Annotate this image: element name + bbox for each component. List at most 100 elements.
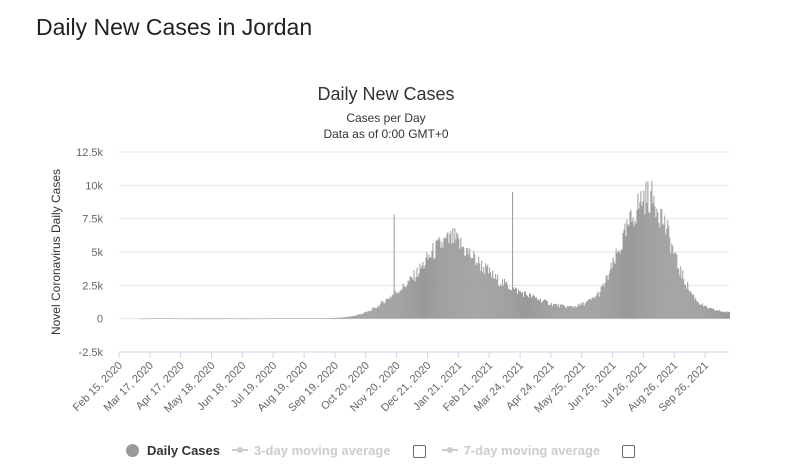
line-marker-icon — [441, 447, 458, 453]
checkbox-7-day-average[interactable] — [622, 445, 636, 458]
daily-case-bar — [610, 262, 612, 319]
daily-case-bar — [322, 318, 323, 319]
daily-case-bar — [535, 297, 537, 319]
daily-case-bar — [424, 265, 426, 319]
daily-case-bar — [639, 202, 641, 319]
daily-case-bar — [148, 318, 150, 319]
legend-item-3-day-average[interactable]: 3-day moving average — [232, 443, 391, 458]
daily-case-bar — [532, 294, 534, 319]
daily-case-bar — [263, 318, 265, 320]
daily-case-bar — [227, 318, 229, 320]
daily-case-bar — [445, 238, 447, 319]
daily-case-bar — [493, 277, 495, 319]
daily-case-bar — [210, 318, 212, 320]
daily-case-bar — [569, 305, 571, 319]
daily-case-bar — [512, 192, 514, 319]
daily-case-bar — [317, 318, 319, 319]
daily-case-bar — [387, 298, 389, 319]
daily-case-bar — [364, 311, 366, 319]
daily-case-bar — [510, 289, 512, 319]
daily-case-bar — [684, 284, 686, 319]
daily-case-bar — [574, 306, 576, 319]
daily-case-bar — [704, 306, 706, 319]
daily-case-bar — [420, 268, 422, 319]
daily-case-bar — [554, 303, 556, 319]
daily-case-bar — [256, 318, 258, 320]
daily-case-bar — [431, 250, 433, 319]
daily-case-bar — [454, 228, 456, 319]
daily-case-bar — [426, 252, 428, 319]
daily-case-bar — [600, 286, 602, 319]
daily-case-bar — [290, 318, 292, 319]
daily-case-bar — [435, 241, 437, 319]
daily-case-bar — [329, 317, 331, 319]
chart-subtitle-line-2: Data as of 0:00 GMT+0 — [323, 127, 448, 141]
daily-case-bar — [222, 318, 224, 320]
daily-case-bar — [302, 318, 304, 319]
daily-case-bar — [311, 318, 313, 319]
daily-case-bar — [244, 318, 246, 320]
daily-case-bar — [486, 266, 488, 319]
daily-case-bar — [163, 318, 165, 319]
daily-case-bar — [580, 302, 582, 319]
daily-case-bar — [605, 275, 607, 319]
checkbox-3-day-average[interactable] — [412, 445, 426, 458]
daily-case-bar — [525, 294, 527, 319]
daily-case-bar — [340, 317, 342, 319]
daily-case-bar — [616, 253, 618, 319]
daily-case-bar — [334, 317, 336, 319]
daily-case-bar — [676, 254, 678, 319]
chart-subtitle-line-1: Cases per Day — [346, 111, 425, 125]
legend-label-3-day-average: 3-day moving average — [254, 442, 391, 458]
daily-case-bar — [180, 318, 182, 320]
daily-case-bar — [633, 226, 635, 319]
daily-case-bar — [343, 317, 345, 319]
legend-item-7-day-average[interactable]: 7-day moving average — [441, 443, 600, 458]
daily-case-bar — [273, 318, 275, 319]
daily-case-bar — [478, 256, 480, 319]
daily-case-bar — [141, 318, 143, 320]
legend-item-daily-cases[interactable]: Daily Cases — [126, 443, 220, 458]
daily-case-bar — [146, 318, 148, 320]
daily-case-bar — [667, 220, 669, 319]
daily-case-bar — [670, 253, 672, 319]
daily-case-bar — [682, 270, 684, 319]
daily-case-bar — [669, 237, 671, 319]
daily-case-bar — [333, 317, 335, 319]
daily-case-bar — [430, 257, 432, 319]
daily-case-bar — [525, 291, 526, 319]
daily-case-bar — [436, 239, 438, 319]
daily-case-bar — [410, 276, 412, 319]
y-tick-label: 7.5k — [82, 214, 103, 226]
daily-case-bar — [345, 316, 347, 319]
daily-case-bar — [483, 267, 485, 319]
daily-case-bar — [342, 317, 344, 319]
daily-case-bar — [604, 282, 606, 319]
daily-case-bar — [407, 280, 409, 319]
legend-label-daily-cases: Daily Cases — [147, 442, 220, 458]
daily-case-bar — [261, 318, 263, 320]
daily-case-bar — [414, 281, 416, 319]
daily-case-bar — [666, 228, 668, 319]
daily-case-bar — [543, 299, 545, 319]
daily-case-bar — [555, 304, 557, 319]
daily-case-bar — [513, 287, 515, 319]
daily-case-bar — [534, 297, 536, 319]
daily-case-bar — [269, 318, 271, 320]
daily-case-bar — [642, 201, 644, 319]
daily-case-bar — [663, 225, 665, 319]
daily-case-bar — [626, 219, 628, 319]
daily-case-bar — [578, 305, 580, 319]
daily-case-bar — [204, 318, 206, 320]
daily-case-bar — [212, 318, 214, 320]
daily-case-bar — [279, 318, 281, 319]
daily-case-bar — [654, 206, 656, 319]
daily-case-bar — [494, 278, 496, 319]
daily-case-bar — [529, 293, 531, 319]
daily-case-bar — [658, 222, 660, 319]
daily-case-bar — [347, 316, 349, 319]
daily-case-bar — [165, 318, 167, 319]
daily-case-bar — [726, 312, 728, 319]
circle-marker-icon — [126, 443, 139, 457]
daily-case-bar — [540, 302, 542, 319]
